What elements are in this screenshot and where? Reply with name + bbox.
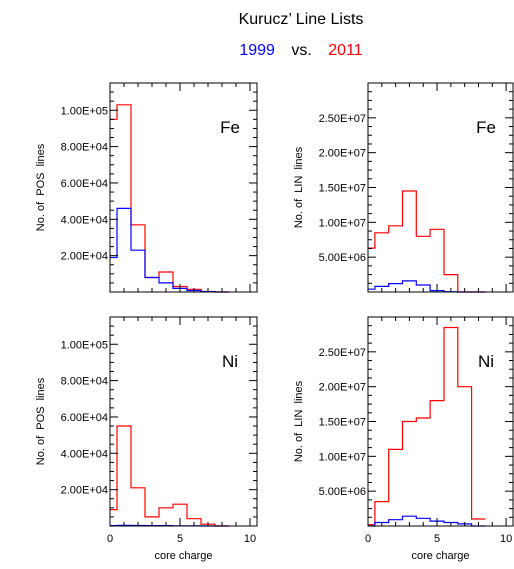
series-2011-line [110,425,229,527]
y-tick-label: 4.00E+04 [61,214,108,226]
x-axis-label: core charge [154,550,212,562]
y-tick-label: 1.50E+07 [319,183,366,195]
chart-panel-4: 0 5 10 5.00E+06 1.00E+07 1.50E+07 2.00E+07 2.50… [293,316,514,562]
y-tick-label: 1.00E+05 [61,339,108,351]
x-tick-label: 10 [500,533,512,545]
chart-panel-3: 0 5 10 2.00E+04 4.00E+04 6.00E+04 8.00E+04 1.00… [35,316,258,562]
series-2011-line [368,190,486,293]
x-tick-label: 10 [244,533,256,545]
y-tick-label: 1.50E+07 [319,417,366,429]
y-tick-label: 2.00E+04 [61,485,108,497]
chart-panel-1: 2.00E+04 4.00E+04 6.00E+04 8.00E+04 1.00E+05… [35,82,258,293]
x-tick-label: 0 [107,533,113,545]
y-axis-label: No. of POS lines [35,377,47,465]
figure-subtitle: 1999 vs. 2011 [239,42,362,59]
x-tick-label: 0 [365,533,371,545]
y-tick-label: 4.00E+04 [61,448,108,460]
series-2011-line [368,326,486,526]
chart-panel-2: 5.00E+06 1.00E+07 1.50E+07 2.00E+07 2.50E+07… [293,82,514,293]
series-1999-line [368,280,486,293]
y-tick-label: 2.00E+04 [61,251,108,263]
series-1999-line [110,207,229,293]
panel-label: Fe [220,118,240,137]
y-tick-label: 1.00E+07 [319,217,366,229]
plot-frame [109,316,258,527]
series-1999-line [368,515,486,527]
y-tick-label: 2.50E+07 [319,347,366,359]
y-tick-label: 6.00E+04 [61,412,108,424]
series-2011-line [110,104,229,293]
panel-label: Ni [222,352,238,371]
plot-frame [367,316,514,527]
y-axis-label: No. of LIN lines [293,146,305,228]
subtitle-vs: vs. [291,42,311,59]
panel-label: Fe [476,118,496,137]
y-tick-label: 2.00E+07 [319,382,366,394]
y-axis-label: No. of POS lines [35,143,47,231]
y-tick-label: 2.00E+07 [319,148,366,160]
x-tick-label: 5 [434,533,440,545]
y-tick-label: 1.00E+07 [319,451,366,463]
subtitle-1999: 1999 [239,42,275,59]
plot-frame [367,82,514,293]
panel-label: Ni [478,352,494,371]
plot-frame [109,82,258,293]
subtitle-2011: 2011 [328,42,363,59]
x-tick-label: 5 [177,533,183,545]
y-axis-label: No. of LIN lines [293,380,305,462]
y-tick-label: 2.50E+07 [319,113,366,125]
y-tick-label: 5.00E+06 [319,486,366,498]
panels: 2.00E+04 4.00E+04 6.00E+04 8.00E+04 1.00E+05… [35,82,514,562]
figure-title: Kurucz’ Line Lists [239,11,364,28]
x-axis-label: core charge [411,550,469,562]
y-tick-label: 1.00E+05 [61,105,108,117]
y-tick-label: 8.00E+04 [61,142,108,154]
y-tick-label: 6.00E+04 [61,178,108,190]
y-tick-label: 8.00E+04 [61,376,108,388]
y-tick-label: 5.00E+06 [319,252,366,264]
